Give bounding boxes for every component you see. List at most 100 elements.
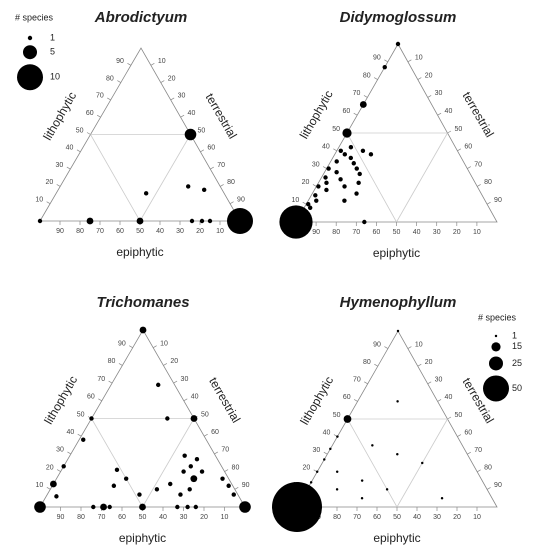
data-point: [348, 145, 354, 150]
data-point: [371, 444, 374, 447]
tick-label: 40: [191, 394, 199, 401]
tick-label: 70: [353, 90, 361, 97]
data-point: [34, 501, 46, 513]
data-point: [139, 503, 146, 511]
data-point: [156, 382, 161, 388]
tick-mark: [323, 451, 328, 455]
tick-mark: [56, 469, 61, 472]
data-point: [336, 435, 339, 438]
tick-label: 90: [494, 197, 502, 204]
tick-mark: [374, 363, 378, 367]
axis-title: epiphytic: [116, 245, 163, 259]
legend-symbol: [491, 342, 501, 352]
tick-label: 20: [168, 75, 176, 82]
data-point: [334, 159, 339, 164]
data-point: [362, 219, 367, 225]
data-point: [315, 470, 319, 474]
tick-label: 20: [46, 464, 54, 471]
tick-mark: [467, 166, 471, 169]
axis-title: terrestrial: [460, 89, 497, 139]
tick-label: 70: [353, 514, 361, 521]
tick-mark: [384, 346, 389, 349]
tick-mark: [180, 114, 185, 118]
tick-mark: [234, 486, 239, 490]
tick-label: 40: [66, 429, 74, 436]
data-point: [421, 461, 424, 465]
tick-mark: [108, 380, 113, 384]
data-point: [396, 329, 400, 333]
tick-label: 20: [302, 465, 310, 472]
tick-label: 70: [217, 162, 225, 169]
axis-title: terrestrial: [203, 91, 240, 141]
data-point: [100, 503, 107, 511]
grid-line: [90, 134, 141, 222]
tick-mark: [183, 398, 188, 402]
tick-label: 30: [56, 447, 64, 454]
tick-mark: [229, 201, 234, 205]
data-point: [165, 416, 170, 421]
tick-label: 40: [188, 110, 196, 117]
tick-label: 50: [454, 126, 462, 133]
tick-label: 90: [312, 229, 320, 236]
tick-label: 50: [136, 228, 144, 235]
tick-label: 40: [159, 514, 167, 521]
tick-label: 10: [473, 514, 481, 521]
tick-label: 50: [201, 411, 209, 418]
data-point: [309, 481, 313, 484]
data-point: [61, 464, 66, 469]
axis-title: lithophytic: [40, 89, 79, 142]
data-point: [348, 155, 354, 161]
data-point: [354, 191, 359, 196]
data-point: [189, 218, 195, 224]
chart-title: Didymoglossum: [340, 9, 457, 26]
data-point: [239, 501, 251, 513]
tick-label: 10: [415, 341, 423, 348]
tick-label: 70: [96, 228, 104, 235]
chart-title: Abrodictyum: [94, 9, 188, 26]
tick-label: 90: [242, 482, 250, 489]
tick-mark: [427, 381, 432, 385]
tick-label: 40: [323, 429, 331, 436]
axis-title: epiphytic: [119, 531, 166, 545]
data-point: [323, 175, 328, 180]
axis-title: epiphytic: [373, 246, 420, 260]
tick-label: 40: [445, 394, 453, 401]
grid-line: [142, 418, 195, 508]
tick-label: 20: [170, 358, 178, 365]
legend-symbol: [494, 334, 498, 338]
tick-label: 10: [473, 229, 481, 236]
data-point: [324, 187, 329, 193]
axis-title: terrestrial: [206, 375, 243, 425]
tick-label: 90: [116, 58, 124, 65]
legend-symbol: [23, 45, 37, 60]
tick-mark: [224, 469, 229, 472]
grid-line: [91, 418, 143, 508]
data-point: [335, 470, 339, 474]
data-point: [188, 464, 193, 469]
tick-mark: [56, 184, 61, 187]
tick-label: 80: [484, 465, 492, 472]
tick-label: 90: [118, 341, 126, 348]
data-point: [354, 166, 359, 171]
tick-label: 20: [425, 359, 433, 366]
tick-label: 20: [453, 229, 461, 236]
tick-label: 40: [413, 229, 421, 236]
tick-label: 40: [445, 108, 453, 115]
grid-line: [396, 132, 448, 223]
data-point: [220, 476, 225, 481]
tick-mark: [457, 434, 462, 437]
tick-mark: [153, 345, 157, 349]
data-point: [190, 415, 198, 422]
data-point: [187, 487, 192, 492]
tick-label: 50: [332, 126, 340, 133]
tick-label: 30: [433, 229, 441, 236]
tick-label: 80: [332, 229, 340, 236]
tick-mark: [86, 132, 91, 135]
tick-label: 90: [237, 197, 245, 204]
tick-mark: [98, 398, 102, 402]
tick-label: 90: [373, 341, 381, 348]
tick-mark: [46, 486, 51, 490]
data-point: [334, 169, 339, 175]
tick-label: 60: [207, 145, 215, 152]
